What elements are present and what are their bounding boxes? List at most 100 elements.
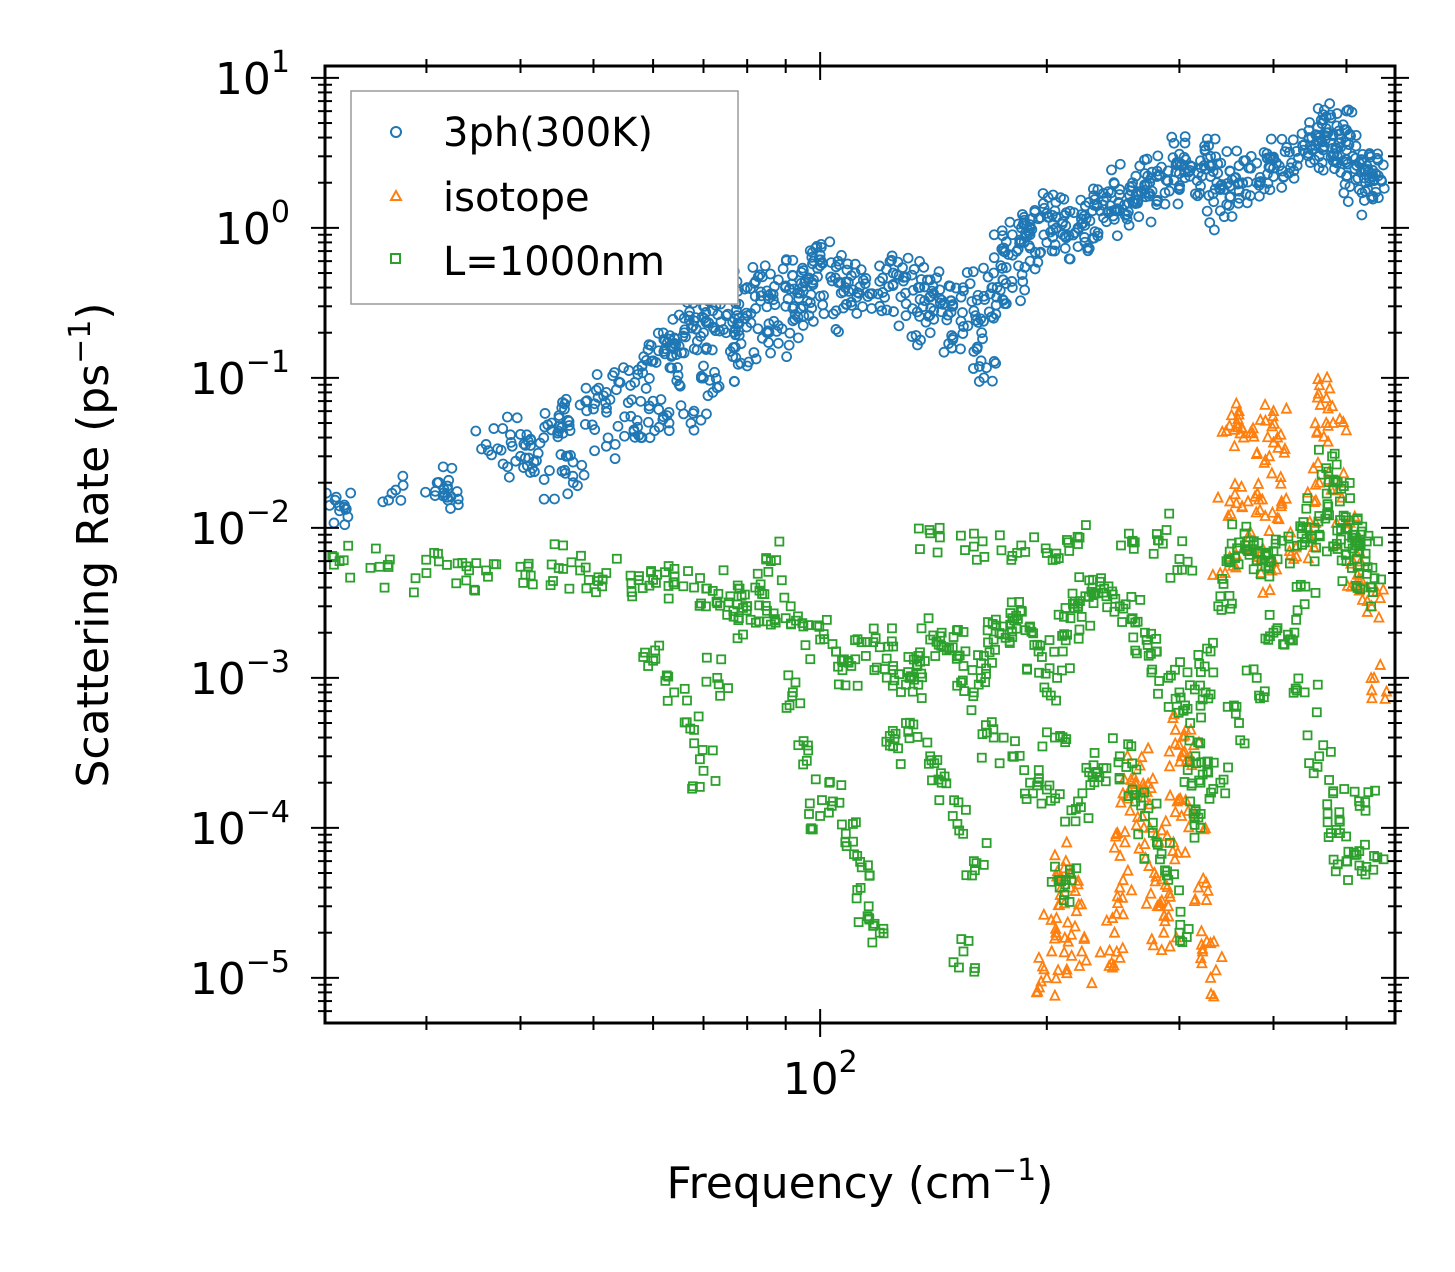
y-tick-exponent: −1 — [246, 345, 290, 380]
data-point-square-marker — [1151, 529, 1162, 539]
data-point-cluster-triangle-marker — [1301, 485, 1314, 498]
data-point-cluster-square-marker — [1301, 522, 1312, 533]
data-point-square-marker — [1151, 837, 1162, 848]
data-point-cluster-triangle-marker — [1164, 788, 1177, 801]
data-point-cluster-circle-marker — [1108, 177, 1120, 189]
data-point-cluster-circle-marker — [1018, 237, 1030, 248]
data-point-cluster-triangle-marker — [1263, 583, 1276, 595]
data-point-cluster-square-marker — [1217, 573, 1228, 584]
data-point-cluster-square-marker — [760, 600, 771, 611]
data-point-cluster-circle-marker — [1015, 295, 1026, 307]
data-point-cluster-circle-marker — [1293, 152, 1304, 164]
data-point-cluster-square-marker — [888, 641, 899, 652]
data-point-cluster-square-marker — [1288, 635, 1298, 646]
data-point-cluster-triangle-marker — [1113, 950, 1126, 963]
data-point-cluster-square-marker — [967, 870, 977, 881]
data-point-cluster-circle-marker — [955, 343, 966, 355]
data-point-cluster-circle-marker — [1173, 182, 1185, 194]
data-point-cluster-circle-marker — [1092, 227, 1104, 239]
data-point-cluster-square-marker — [1378, 854, 1389, 865]
data-point-cluster-triangle-marker — [1280, 401, 1293, 414]
data-point-cluster-circle-marker — [1134, 160, 1146, 172]
data-point-cluster-triangle-marker — [1223, 418, 1236, 431]
data-point-cluster-square-marker — [952, 680, 963, 691]
data-point-square-marker — [1057, 646, 1068, 657]
data-point-cluster-circle-marker — [919, 295, 931, 307]
data-point-cluster-triangle-marker — [1163, 744, 1176, 757]
data-point-cluster-circle-marker — [1240, 155, 1252, 166]
data-point-cluster-circle-marker — [1133, 211, 1145, 223]
data-point-cluster-triangle-marker — [1235, 479, 1248, 492]
data-point-cluster-triangle-marker — [1206, 568, 1219, 580]
data-point-cluster-square-marker — [953, 797, 964, 808]
data-point-cluster-triangle-marker — [1117, 907, 1130, 920]
data-point-cluster-square-marker — [1189, 819, 1200, 830]
data-point-cluster-circle-marker — [765, 268, 776, 280]
data-point-square-marker — [1200, 687, 1211, 698]
data-point-cluster-square-marker — [1265, 631, 1275, 642]
data-point-cluster-square-marker — [1336, 483, 1347, 494]
data-point-cluster-square-marker — [1053, 609, 1064, 620]
data-point-cluster-square-marker — [1050, 861, 1060, 872]
data-point-square-marker — [707, 585, 718, 596]
data-point-cluster-circle-marker — [914, 255, 925, 267]
data-point-cluster-square-marker — [1292, 605, 1303, 616]
data-point-cluster-square-marker — [1322, 817, 1333, 828]
data-point-cluster-triangle-marker — [1062, 934, 1075, 947]
data-point-cluster-square-marker — [1311, 542, 1321, 553]
data-point-cluster-square-marker — [1298, 517, 1309, 527]
data-point-cluster-circle-marker — [1201, 205, 1213, 217]
data-point-cluster-circle-marker — [562, 414, 574, 426]
data-point-cluster-square-marker — [1179, 777, 1190, 787]
data-point-cluster-circle-marker — [559, 403, 570, 415]
data-point-cluster-square-marker — [1330, 475, 1341, 486]
data-point-cluster-square-marker — [1175, 906, 1186, 917]
data-point-cluster-square-marker — [1064, 546, 1075, 556]
data-point-square-marker — [689, 582, 699, 593]
data-point-cluster-circle-marker — [1059, 242, 1071, 254]
data-point-cluster-circle-marker — [842, 258, 854, 270]
data-point-cluster-circle-marker — [1014, 236, 1026, 248]
data-point-cluster-triangle-marker — [1052, 963, 1065, 976]
data-point-cluster-circle-marker — [1168, 174, 1180, 186]
data-point-cluster-circle-marker — [538, 493, 550, 505]
data-point-cluster-triangle-marker — [1105, 956, 1118, 968]
x-tick-exponent: 2 — [839, 1045, 858, 1080]
data-point-cluster-circle-marker — [733, 318, 745, 329]
data-point-cluster-square-marker — [701, 676, 712, 687]
data-point-cluster-circle-marker — [581, 405, 593, 417]
data-point-cluster-circle-marker — [973, 361, 985, 372]
data-point-cluster-square-marker — [1355, 584, 1366, 595]
data-point-cluster-circle-marker — [933, 266, 945, 278]
data-point-cluster-triangle-marker — [1031, 984, 1044, 997]
data-point-cluster-triangle-marker — [1130, 818, 1143, 831]
data-point-cluster-square-marker — [908, 654, 919, 665]
data-point-cluster-square-marker — [682, 695, 692, 706]
data-point-cluster-square-marker — [1302, 730, 1313, 741]
data-point-cluster-circle-marker — [698, 313, 710, 324]
data-point-cluster-triangle-marker — [1337, 466, 1350, 479]
data-point-cluster-square-marker — [1222, 701, 1233, 712]
data-point-cluster-square-marker — [663, 561, 674, 571]
data-point-cluster-circle-marker — [420, 486, 431, 498]
data-point-cluster-square-marker — [1277, 535, 1287, 546]
data-point-cluster-circle-marker — [925, 302, 937, 314]
data-point-cluster-circle-marker — [1141, 178, 1153, 190]
y-tick-exponent: −3 — [246, 645, 290, 680]
data-point-cluster-circle-marker — [743, 356, 755, 368]
data-point-cluster-circle-marker — [792, 332, 804, 344]
data-point-square-marker — [1251, 672, 1262, 683]
data-point-cluster-circle-marker — [1237, 177, 1249, 189]
data-point-cluster-square-marker — [1057, 665, 1067, 676]
data-point-cluster-circle-marker — [765, 347, 776, 359]
data-point-cluster-square-marker — [978, 859, 989, 870]
data-point-cluster-circle-marker — [1288, 165, 1300, 177]
data-point-cluster-triangle-marker — [1230, 496, 1243, 509]
data-point-cluster-square-marker — [927, 775, 937, 786]
data-point-cluster-triangle-marker — [1116, 890, 1129, 903]
data-point-cluster-square-marker — [1060, 737, 1071, 748]
data-point-cluster-triangle-marker — [1163, 886, 1176, 899]
data-point-cluster-square-marker — [1197, 694, 1208, 705]
y-tick-label: 10−2 — [190, 495, 290, 555]
data-point-cluster-square-marker — [1334, 814, 1345, 825]
